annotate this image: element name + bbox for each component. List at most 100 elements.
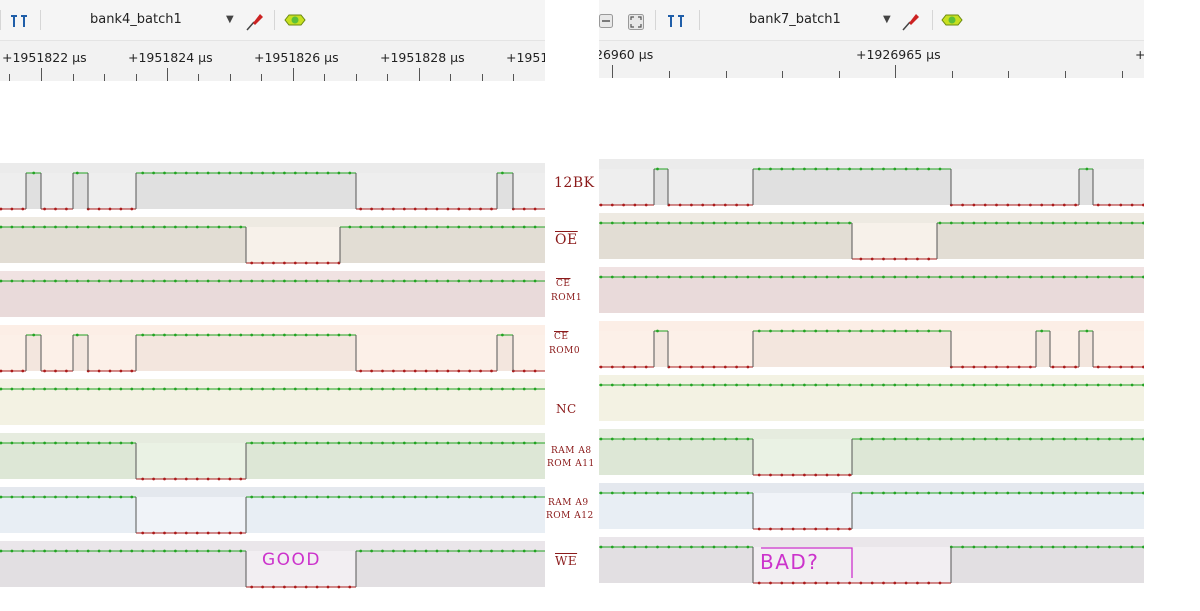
sample-dot	[392, 441, 395, 445]
sample-dot	[644, 221, 648, 225]
zoom-fit-icon[interactable]	[628, 14, 644, 30]
sample-dot	[65, 441, 68, 445]
sample-dot	[413, 549, 417, 553]
sample-dot	[174, 549, 177, 553]
sample-dot	[370, 225, 373, 229]
cursor-pair-icon[interactable]	[666, 12, 688, 30]
sample-dot	[1029, 383, 1032, 387]
waveform-area[interactable]	[599, 0, 1144, 595]
sample-dot	[961, 203, 964, 207]
waveform-area[interactable]	[0, 0, 545, 595]
sample-dot	[119, 369, 123, 373]
sample-dot	[490, 441, 493, 445]
sample-dot	[424, 279, 428, 283]
sample-dot	[803, 383, 806, 387]
sample-dot	[803, 167, 806, 171]
sample-dot	[1074, 203, 1077, 207]
sample-dot	[21, 387, 25, 391]
sample-dot	[1085, 383, 1089, 387]
sample-dot	[893, 383, 897, 387]
sample-dot	[206, 279, 210, 283]
protocol-decoder-icon[interactable]	[284, 13, 306, 27]
sample-dot	[424, 549, 428, 553]
chevron-down-icon[interactable]: ▼	[226, 14, 234, 25]
sample-dot	[392, 279, 395, 283]
protocol-decoder-icon[interactable]	[941, 13, 963, 27]
sample-dot	[656, 329, 659, 333]
time-ruler[interactable]: 26960 µs +1926965 µs +	[599, 41, 1144, 78]
sample-dot	[119, 549, 123, 553]
sample-dot	[814, 581, 818, 585]
sample-dot	[108, 225, 112, 229]
sample-dot	[870, 167, 874, 171]
sample-dot	[381, 225, 384, 229]
chevron-down-icon[interactable]: ▼	[883, 14, 891, 25]
sample-dot	[370, 279, 373, 283]
sample-dot	[381, 387, 384, 391]
sample-dot	[723, 437, 727, 441]
sample-dot	[599, 491, 603, 495]
sample-dot	[97, 225, 101, 229]
sample-dot	[791, 527, 795, 531]
sample-dot	[825, 329, 829, 333]
device-selector[interactable]: bank7_batch1 ▼	[749, 8, 899, 32]
sample-dot	[972, 221, 976, 225]
sample-dot	[337, 441, 341, 445]
sample-dot	[457, 225, 461, 229]
sample-dot	[746, 383, 750, 387]
sample-dot	[599, 365, 603, 369]
sample-dot	[130, 369, 134, 373]
annotation-ram-a8: RAM A8	[551, 446, 592, 456]
sample-dot	[501, 549, 504, 553]
sample-dot	[163, 225, 166, 229]
sample-dot	[435, 225, 439, 229]
sample-dot	[141, 477, 145, 481]
sample-dot	[10, 441, 14, 445]
sample-dot	[1017, 275, 1021, 279]
sample-dot	[10, 387, 14, 391]
sample-dot	[435, 441, 439, 445]
sample-dot	[261, 279, 264, 283]
sample-dot	[119, 207, 123, 211]
sample-dot	[746, 203, 750, 207]
sample-dot	[141, 171, 145, 175]
sample-dot	[479, 369, 482, 373]
zoom-minus-icon[interactable]	[599, 14, 613, 28]
sample-dot	[10, 549, 14, 553]
sample-dot	[791, 221, 795, 225]
sample-dot	[1029, 365, 1032, 369]
time-ruler[interactable]: +1951822 µs +1951824 µs +1951826 µs +195…	[0, 41, 545, 81]
probe-icon[interactable]	[243, 10, 265, 32]
sample-dot	[533, 207, 537, 211]
device-selector[interactable]: bank4_batch1 ▼	[90, 8, 240, 32]
sample-dot	[32, 441, 36, 445]
sample-dot	[370, 441, 373, 445]
sample-dot	[938, 437, 942, 441]
sample-dot	[1017, 545, 1021, 549]
sample-dot	[735, 383, 738, 387]
sample-dot	[152, 333, 156, 337]
sample-dot	[723, 365, 727, 369]
sample-dot	[195, 549, 199, 553]
sample-dot	[927, 491, 931, 495]
probe-icon[interactable]	[899, 10, 921, 32]
sample-dot	[690, 545, 693, 549]
sample-dot	[348, 225, 352, 229]
sample-dot	[152, 279, 156, 283]
sample-dot	[882, 437, 885, 441]
sample-dot	[780, 167, 784, 171]
sample-dot	[690, 365, 693, 369]
sample-dot	[446, 441, 450, 445]
sample-dot	[1006, 275, 1010, 279]
sample-dot	[678, 437, 682, 441]
sample-dot	[97, 369, 101, 373]
sample-dot	[217, 279, 221, 283]
sample-dot	[1108, 203, 1111, 207]
sample-dot	[825, 581, 829, 585]
cursor-pair-icon[interactable]	[9, 12, 31, 30]
sample-dot	[381, 495, 384, 499]
sample-dot	[479, 225, 482, 229]
sample-dot	[904, 437, 908, 441]
sample-dot	[239, 387, 243, 391]
sample-dot	[1029, 545, 1032, 549]
